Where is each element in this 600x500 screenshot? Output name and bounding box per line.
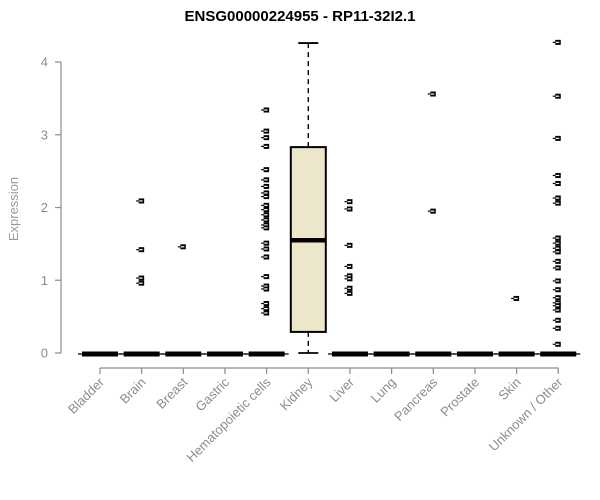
category-label: Gastric (192, 374, 232, 414)
y-tick-label: 0 (41, 346, 48, 361)
chart-title: ENSG00000224955 - RP11-32I2.1 (184, 8, 416, 25)
category-label: Skin (495, 375, 523, 403)
category-label: Liver (327, 374, 358, 405)
y-tick-label: 2 (41, 200, 48, 215)
zero-bar (373, 351, 410, 357)
zero-bar (498, 351, 535, 357)
y-tick-label: 3 (41, 127, 48, 142)
category-label: Brain (117, 375, 149, 407)
category-label: Pancreas (391, 374, 441, 424)
zero-bar (540, 351, 577, 357)
category-label: Kidney (277, 374, 316, 413)
zero-bar (206, 351, 243, 357)
zero-bar (82, 351, 118, 357)
zero-bar (123, 351, 160, 357)
category-label: Bladder (65, 374, 108, 417)
y-tick-label: 4 (41, 55, 48, 70)
category-label: Unknown / Other (486, 374, 566, 454)
zero-bar (331, 351, 368, 357)
zero-bar (248, 351, 285, 357)
zero-bar (456, 351, 493, 357)
category-label: Lung (368, 375, 399, 406)
category-label: Prostate (437, 375, 482, 420)
y-tick-label: 1 (41, 273, 48, 288)
category-label: Breast (153, 374, 190, 411)
zero-bar (165, 351, 202, 357)
zero-bar (415, 351, 452, 357)
